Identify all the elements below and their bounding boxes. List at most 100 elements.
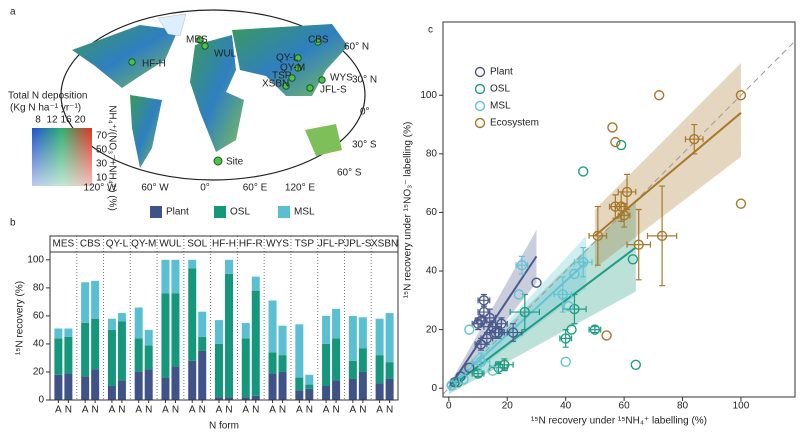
bar-segment <box>161 377 170 400</box>
point <box>656 230 668 242</box>
land <box>190 35 244 152</box>
legend-swatch <box>214 206 226 218</box>
legend-tick: 20 <box>74 115 86 126</box>
x-tick-label: N <box>65 405 72 416</box>
point <box>615 139 627 151</box>
site-marker <box>288 74 296 82</box>
legend-label: Ecosystem <box>490 118 539 129</box>
y-axis-label: ¹⁵N recovery under ¹⁵NO₃⁻ labelling (%) <box>403 122 414 299</box>
x-axis-label: ¹⁵N recovery under ¹⁵NH₄⁺ labelling (%) <box>531 416 707 427</box>
group-label: JPL-S <box>344 239 372 250</box>
y-tick-label: 80 <box>426 148 438 159</box>
bar-segment <box>385 313 394 363</box>
confidence-band <box>594 63 741 269</box>
bar-segment <box>268 300 277 353</box>
legend-tick: 70 <box>96 131 108 142</box>
bar-segment <box>171 293 180 367</box>
x-axis-label: N form <box>209 421 239 432</box>
lat-label: 60° N <box>344 42 369 53</box>
fit-line <box>594 112 742 237</box>
site-label: MES <box>186 35 208 46</box>
bar-segment <box>161 259 170 294</box>
bar-segment <box>161 293 170 378</box>
bar-segment <box>268 373 277 400</box>
y-tick-label: 20 <box>426 324 438 335</box>
bar-segment <box>215 343 223 398</box>
bar-segment <box>251 276 260 291</box>
y-tick-label: 40 <box>33 339 45 350</box>
bar-segment <box>322 385 331 400</box>
point <box>487 365 498 376</box>
site-legend-marker <box>213 156 223 166</box>
bar-segment <box>134 371 143 400</box>
point <box>610 136 621 148</box>
bar-segment <box>81 322 90 377</box>
bar-segment <box>295 324 304 378</box>
legend-tick: 12 <box>46 115 58 126</box>
bar-segment <box>278 355 287 372</box>
bar-segment <box>295 390 304 400</box>
bar-segment <box>385 362 394 379</box>
x-tick-label: A <box>350 405 357 416</box>
x-tick-label: N <box>172 405 179 416</box>
y-tick-label: 0 <box>431 383 437 394</box>
x-tick-label: N <box>332 405 339 416</box>
legend-tick: 50 <box>96 145 108 156</box>
bar-segment <box>91 318 100 370</box>
site-marker <box>294 54 302 62</box>
bar-segment <box>64 336 73 374</box>
point <box>569 303 580 315</box>
bar-segment <box>107 329 116 386</box>
bar-segment <box>225 259 233 274</box>
x-tick-label: N <box>306 405 313 416</box>
bar-segment <box>375 318 384 356</box>
x-tick-label: N <box>225 405 232 416</box>
legend-tick: 30 <box>96 159 108 170</box>
bar-segment <box>322 315 331 344</box>
bar-segment <box>358 371 367 400</box>
point <box>578 166 589 177</box>
point <box>633 239 644 250</box>
bar-segment <box>107 385 116 400</box>
bar-segment <box>64 328 73 337</box>
bar-segment <box>241 397 250 400</box>
x-tick-label: A <box>82 405 89 416</box>
legend-marker <box>474 100 486 112</box>
site-marker <box>282 82 290 90</box>
site-label: HF-H <box>142 59 166 70</box>
error-bar <box>509 309 540 316</box>
panel-label: a <box>10 7 16 18</box>
point <box>560 356 571 368</box>
legend-label: OSL <box>490 84 510 95</box>
x-tick-label: N <box>359 405 366 416</box>
point <box>475 356 487 368</box>
bar-segment <box>348 360 357 379</box>
x-tick-label: N <box>279 405 286 416</box>
confidence-band <box>448 230 537 392</box>
x-tick-label: 100 <box>733 401 750 412</box>
point <box>472 318 484 329</box>
point <box>507 327 519 338</box>
group-label: MES <box>53 239 75 250</box>
bar-segment <box>358 317 367 349</box>
x-tick-label: A <box>135 405 142 416</box>
lat-label: 60° S <box>337 168 362 179</box>
point <box>610 201 621 212</box>
x-tick-label: A <box>55 405 62 416</box>
bar-segment <box>305 388 314 400</box>
bar-segment <box>188 268 197 361</box>
point <box>464 324 475 335</box>
y-tick-label: 40 <box>426 266 438 277</box>
point <box>519 306 530 318</box>
legend-y-label: NH₄⁺/(NO₃⁻+NH₄⁺) (%) <box>106 105 117 211</box>
land <box>130 95 162 168</box>
lat-label: 0° <box>360 107 370 118</box>
point <box>630 359 641 370</box>
x-tick-label: N <box>199 405 206 416</box>
legend-colormap <box>32 128 92 186</box>
point <box>618 210 630 221</box>
lon-label: 0° <box>200 183 210 194</box>
point <box>653 90 665 101</box>
site-marker <box>318 76 326 84</box>
